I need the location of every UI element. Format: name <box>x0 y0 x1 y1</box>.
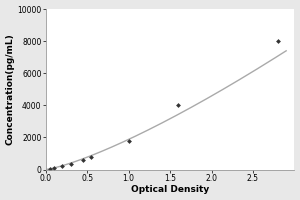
Point <box>275 40 280 43</box>
Point <box>47 167 52 170</box>
X-axis label: Optical Density: Optical Density <box>131 185 209 194</box>
Point <box>52 166 56 169</box>
Point <box>81 158 85 161</box>
Point <box>176 104 181 107</box>
Y-axis label: Concentration(pg/mL): Concentration(pg/mL) <box>6 33 15 145</box>
Point <box>60 165 65 168</box>
Point <box>126 139 131 142</box>
Point <box>68 162 73 165</box>
Point <box>89 155 94 158</box>
